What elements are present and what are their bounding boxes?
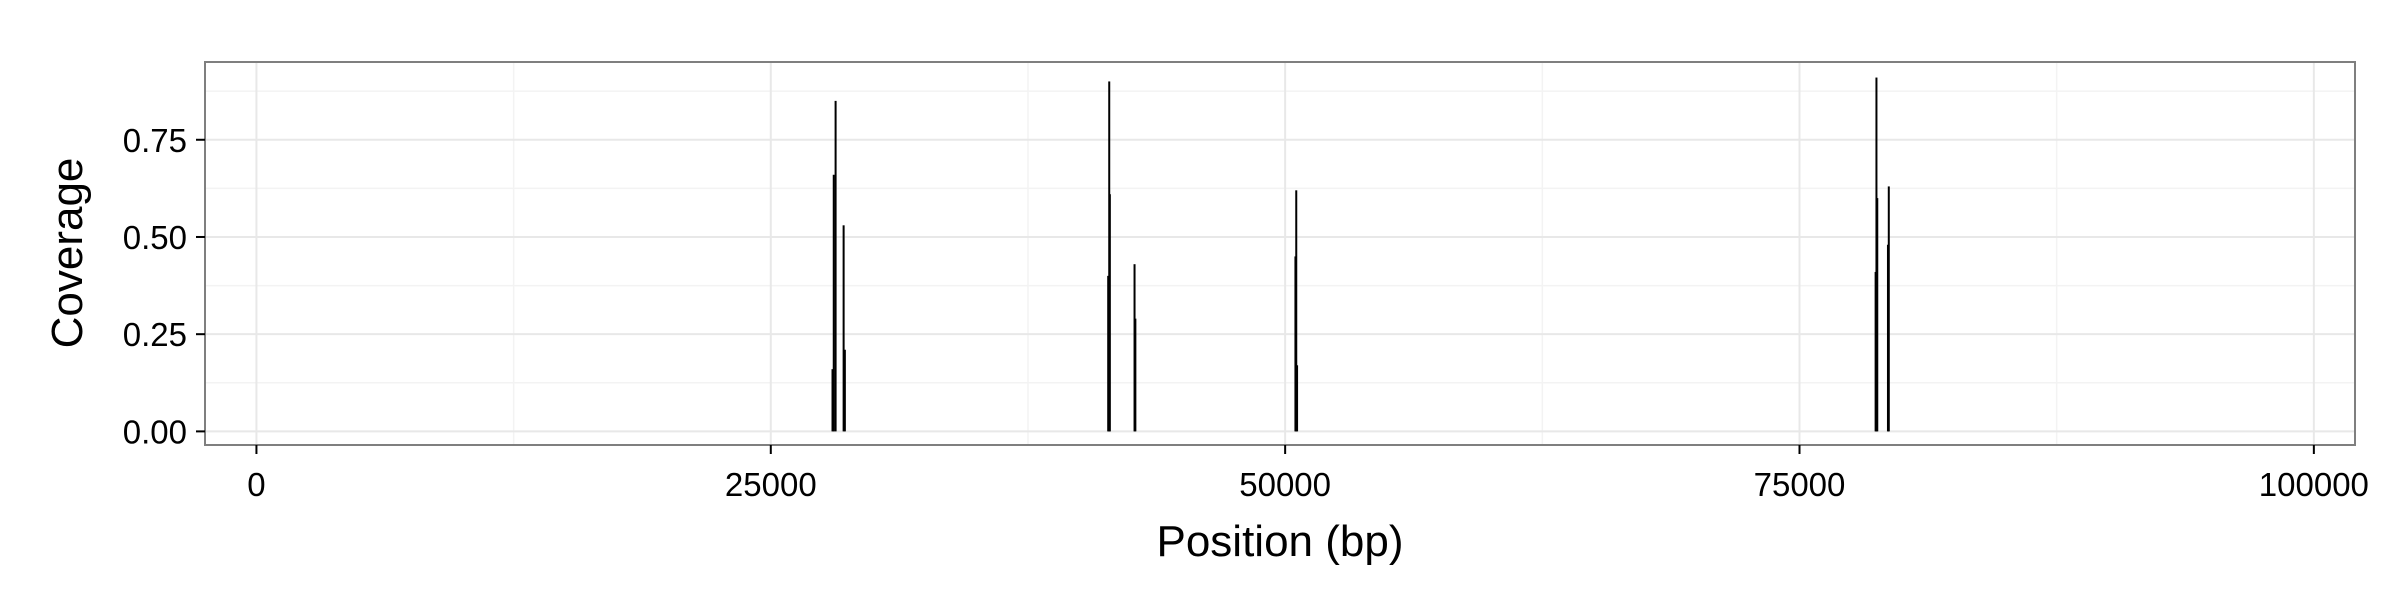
y-tick-label: 0.50 [123,219,187,256]
x-tick-label: 75000 [1754,466,1846,503]
coverage-bar [843,349,846,432]
coverage-bar [831,369,834,432]
coverage-bar [834,100,837,432]
coverage-bar [1876,198,1879,432]
coverage-bar [1108,194,1111,432]
plot-panel-background [205,62,2355,445]
y-tick-label: 0.00 [123,413,187,450]
y-tick-label: 0.25 [123,316,187,353]
x-tick-label: 0 [247,466,265,503]
coverage-bar [832,174,835,432]
x-tick-label: 25000 [725,466,817,503]
bars-layer [831,77,1890,432]
x-tick-label: 50000 [1239,466,1331,503]
x-tick-label: 100000 [2259,466,2369,503]
y-tick-label: 0.75 [123,122,187,159]
coverage-bar [1887,186,1890,432]
coverage-bar [1134,318,1137,432]
coverage-bar [1107,275,1110,432]
x-axis-title: Position (bp) [1156,517,1403,566]
y-axis-title: Coverage [43,158,92,349]
coverage-bar [1296,365,1299,432]
coverage-bar [1295,190,1298,432]
grid-layer [205,62,2355,445]
coverage-bar [842,225,845,432]
x-axis: 0 25000 50000 75000 100000 [247,445,2369,503]
plot-panel-border [204,61,2356,446]
y-axis: 0.00 0.25 0.50 0.75 [123,122,205,450]
